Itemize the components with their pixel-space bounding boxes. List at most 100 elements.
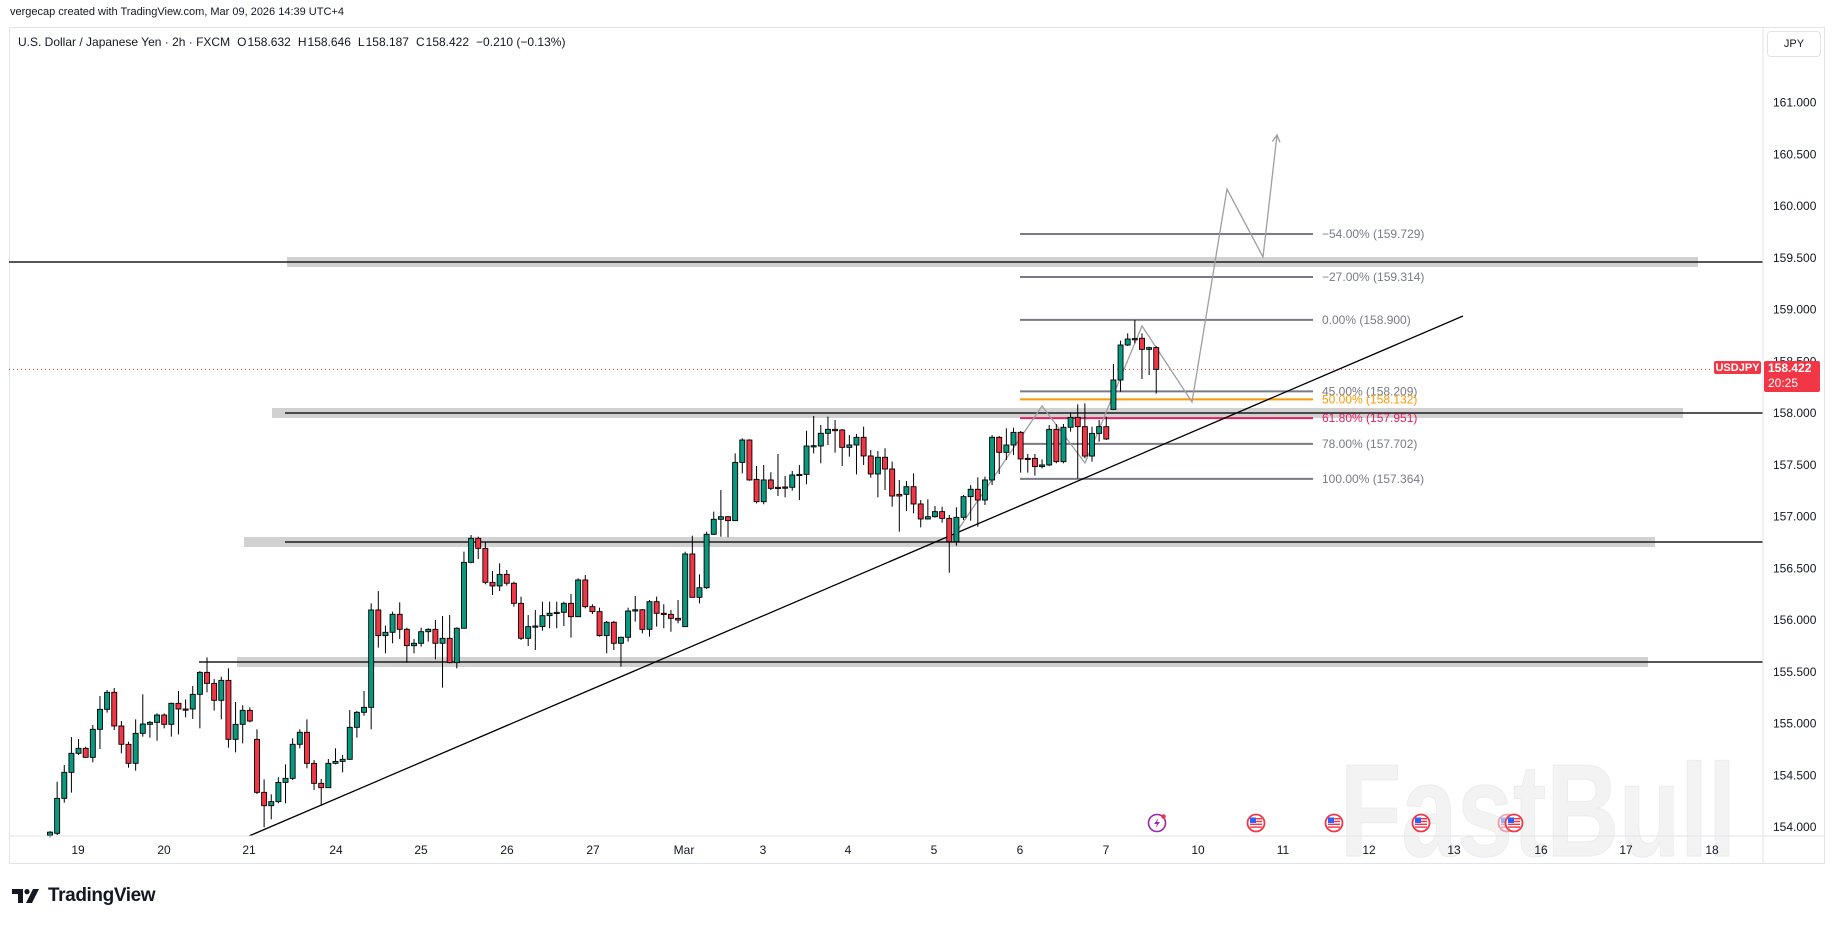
candle [368, 603, 375, 730]
candle-body [760, 479, 767, 503]
candle [75, 739, 82, 755]
zone-2[interactable] [272, 408, 1763, 418]
candle [82, 746, 89, 758]
candle-body [867, 455, 874, 475]
price-tick-label: 159.500 [1773, 251, 1817, 265]
candle [446, 615, 453, 664]
fib-level[interactable]: −54.00% (159.729) [1020, 227, 1424, 241]
candle [903, 480, 910, 512]
fib-level[interactable]: 100.00% (157.364) [1020, 472, 1424, 486]
candle-body [468, 537, 475, 563]
candle [860, 426, 867, 465]
candle [418, 627, 425, 647]
candle-body [325, 762, 332, 789]
candle [717, 490, 724, 537]
close-value: C 158.422 [416, 35, 469, 49]
candle-body [97, 708, 103, 730]
candle-body [896, 493, 903, 497]
candle [653, 596, 660, 627]
candle [896, 479, 903, 532]
candle-body [974, 488, 981, 501]
candle-body [146, 721, 153, 725]
projection-path-drawing[interactable] [952, 133, 1281, 538]
economic-events[interactable] [1147, 813, 1524, 833]
time-axis[interactable] [9, 837, 1763, 863]
candle [967, 485, 974, 521]
candle [346, 710, 353, 761]
candle [1110, 364, 1117, 410]
currency-button[interactable]: JPY [1767, 31, 1821, 57]
ascending-trendline[interactable] [248, 315, 1464, 837]
candle [575, 578, 582, 618]
fib-level[interactable]: 0.00% (158.900) [1020, 313, 1411, 327]
trendline-drawing[interactable] [248, 315, 1464, 837]
candle-body [810, 445, 817, 448]
fib-level[interactable]: −27.00% (159.314) [1020, 270, 1424, 284]
last-price-label-bg [1764, 361, 1820, 392]
candle [924, 499, 931, 520]
candle-body [889, 468, 896, 497]
us-flag-event-icon[interactable] [1324, 813, 1344, 833]
candle-body [1153, 347, 1160, 370]
candle [675, 600, 682, 624]
candle-body [675, 617, 682, 621]
fib-level[interactable]: 50.00% (158.132) [1020, 392, 1417, 406]
candle [239, 705, 246, 744]
candle [775, 453, 781, 497]
fib-level-label: 45.00% (158.209) [1322, 384, 1417, 398]
fib-level-label: 100.00% (157.364) [1322, 472, 1424, 486]
candle-body [1124, 338, 1131, 346]
candle [610, 620, 617, 651]
candle [932, 506, 938, 518]
candle [725, 515, 731, 538]
time-tick-label: Mar [674, 843, 695, 857]
us-flag-event-icon[interactable] [1246, 813, 1266, 833]
fib-level[interactable]: 45.00% (158.209) [1020, 384, 1417, 398]
candle [189, 686, 196, 719]
candle [425, 628, 432, 642]
candle-body [1039, 464, 1045, 468]
arrowhead-icon [1271, 133, 1281, 143]
candle-body [460, 561, 467, 629]
candle [1074, 404, 1081, 479]
zone-1[interactable] [9, 256, 1763, 267]
candle [375, 591, 382, 648]
price-tick-label: 154.500 [1773, 768, 1817, 782]
flag-canton [1250, 817, 1256, 823]
candle-body [939, 511, 946, 519]
notification-dot [1161, 814, 1166, 819]
symbol-title[interactable]: U.S. Dollar / Japanese Yen · 2h · FXCM [18, 35, 231, 49]
candle [625, 607, 632, 642]
candle-body [725, 516, 731, 522]
candle-body [1067, 416, 1074, 428]
candle-body [639, 609, 646, 630]
candle [303, 719, 310, 769]
zone-4[interactable] [199, 657, 1763, 668]
fib-level[interactable]: 78.00% (157.702) [1020, 437, 1417, 451]
candle-body [218, 679, 225, 701]
candle-body [311, 762, 318, 784]
candle-body [839, 429, 846, 448]
us-flag-event-icon[interactable] [1504, 813, 1524, 833]
candle-body [418, 631, 425, 644]
symbol-tag-bg [1714, 361, 1761, 374]
candle-body [981, 479, 988, 501]
candle-body [874, 456, 881, 475]
candle-body [118, 725, 125, 745]
candle-body [396, 613, 403, 630]
legend-header[interactable]: U.S. Dollar / Japanese Yen · 2h · FXCM O… [18, 35, 565, 49]
lightning-event-icon[interactable] [1147, 813, 1167, 833]
candle-body [860, 436, 867, 457]
candle-body [832, 428, 839, 432]
plot-area[interactable] [9, 27, 1763, 836]
candle-body [503, 573, 510, 584]
time-tick-label: 11 [1277, 843, 1290, 857]
candlestick-series [47, 319, 1160, 838]
tradingview-logo[interactable]: TradingView [12, 885, 156, 907]
candle-body [475, 537, 482, 549]
candle-body [775, 486, 781, 489]
us-flag-event-icon[interactable] [1411, 813, 1431, 833]
projection-path-line[interactable] [952, 134, 1278, 538]
time-tick-label: 13 [1447, 843, 1461, 857]
